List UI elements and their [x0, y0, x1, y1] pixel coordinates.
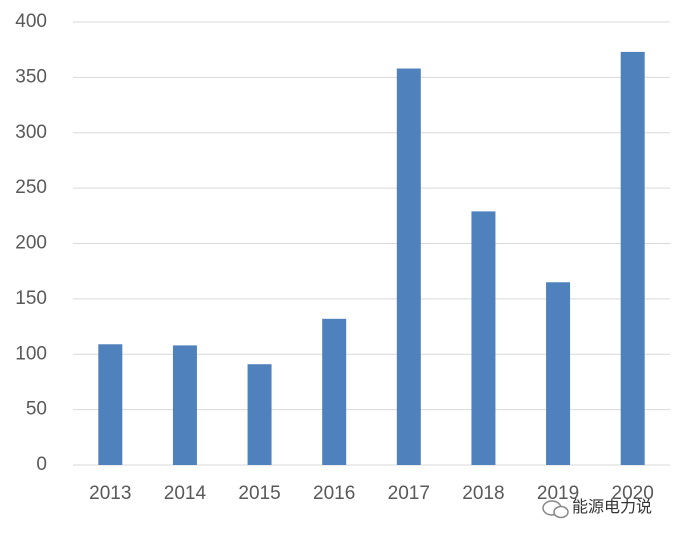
bar: [546, 282, 571, 465]
x-tick-label: 2013: [89, 483, 131, 504]
y-tick-label: 50: [26, 399, 47, 420]
x-tick-label: 2020: [612, 483, 654, 504]
x-tick-label: 2018: [462, 483, 504, 504]
bar: [172, 345, 197, 465]
x-tick-label: 2017: [388, 483, 430, 504]
y-tick-label: 150: [15, 288, 47, 309]
y-tick-label: 400: [15, 11, 47, 32]
bar: [322, 318, 347, 465]
x-tick-label: 2016: [313, 483, 355, 504]
bar: [471, 211, 496, 465]
y-tick-label: 200: [15, 233, 47, 254]
bar: [620, 51, 645, 466]
bar: [98, 344, 123, 465]
watermark-icon: [542, 500, 569, 519]
y-tick-label: 350: [15, 66, 47, 87]
y-tick-label: 100: [15, 343, 47, 364]
bar: [396, 68, 421, 465]
y-tick-label: 250: [15, 177, 47, 198]
x-tick-label: 2019: [537, 483, 579, 504]
x-tick-label: 2015: [238, 483, 280, 504]
y-tick-label: 300: [15, 122, 47, 143]
x-tick-label: 2014: [164, 483, 207, 504]
y-tick-label: 0: [36, 454, 47, 475]
watermark: 能源电力说: [572, 498, 652, 516]
bar: [247, 364, 272, 465]
